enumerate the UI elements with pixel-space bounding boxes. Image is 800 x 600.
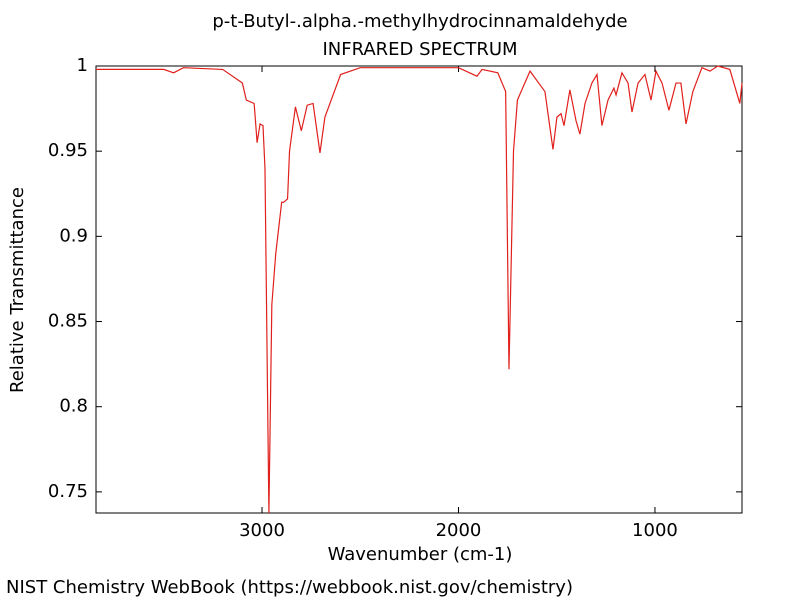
y-tick-label: 0.95 xyxy=(48,140,88,161)
x-axis-label: Wavenumber (cm-1) xyxy=(328,544,513,565)
chart-title: p-t-Butyl-.alpha.-methylhydrocinnamaldeh… xyxy=(212,11,627,32)
footer: NIST Chemistry WebBook (https://webbook.… xyxy=(6,577,573,598)
x-tick-label: 1000 xyxy=(632,520,678,541)
y-tick-label: 1 xyxy=(77,55,88,76)
x-tick-label: 3000 xyxy=(239,520,285,541)
spectrum-line xyxy=(96,65,743,514)
y-tick-label: 0.85 xyxy=(48,311,88,332)
x-tick-label: 2000 xyxy=(436,520,482,541)
chart-subtitle: INFRARED SPECTRUM xyxy=(322,39,517,60)
y-tick-label: 0.8 xyxy=(59,396,88,417)
y-tick-label: 0.75 xyxy=(48,481,88,502)
y-axis-label: Relative Transmittance xyxy=(7,187,28,393)
plot-frame xyxy=(95,65,743,514)
y-tick-label: 0.9 xyxy=(59,225,88,246)
